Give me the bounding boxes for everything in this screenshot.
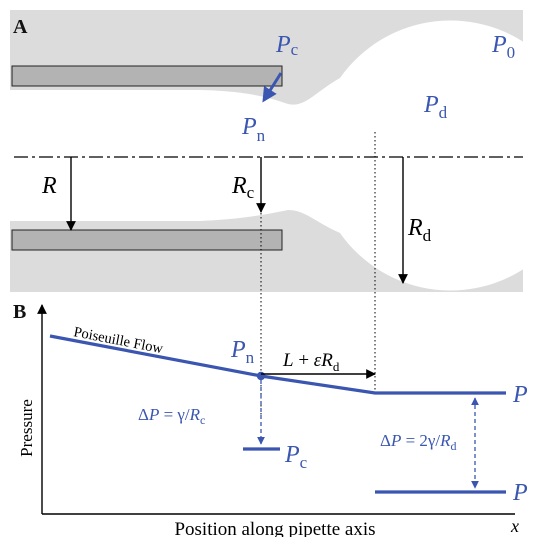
label-rd: Rd — [407, 215, 432, 245]
y-axis-label: Pressure — [17, 399, 36, 457]
panel-b-label: B — [13, 301, 26, 323]
dp-laplace-label: ΔP = 2γ/Rd — [380, 431, 457, 453]
pipette-interior — [10, 20, 533, 291]
pressure-profile-line — [49, 334, 506, 395]
label-p-right-bottom: P — [512, 480, 528, 506]
neck-pressure-point — [256, 371, 266, 381]
label-r: R — [41, 173, 57, 199]
pipette-wall-bottom — [11, 229, 283, 251]
length-label: L + εRd — [282, 350, 340, 374]
label-p0: P0 — [491, 32, 515, 62]
poiseuille-flow-label: Poiseuille Flow — [72, 324, 165, 357]
dp-capillary-label: ΔP = γ/Rc — [138, 405, 205, 427]
panel-a: A Pc P0 Pd Pn R Rc Rd — [10, 10, 533, 292]
label-pn-a: Pn — [241, 114, 266, 145]
label-pd: Pd — [423, 92, 448, 122]
label-pn-b: Pn — [230, 337, 255, 367]
label-pc-b: Pc — [284, 442, 308, 472]
label-rc: Rc — [231, 173, 255, 202]
x-axis-label: Position along pipette axis — [174, 519, 375, 537]
panel-b: B Poiseuille Flow Pn L + εRd ΔP = γ/Rc P… — [13, 301, 528, 537]
panel-a-label: A — [13, 16, 28, 38]
x-variable-label: x — [510, 516, 519, 536]
pipette-wall-top — [11, 65, 283, 87]
label-p-right-top: P — [512, 382, 528, 408]
pc-pointer-arrow — [262, 72, 283, 103]
label-pc-top: Pc — [275, 32, 299, 59]
